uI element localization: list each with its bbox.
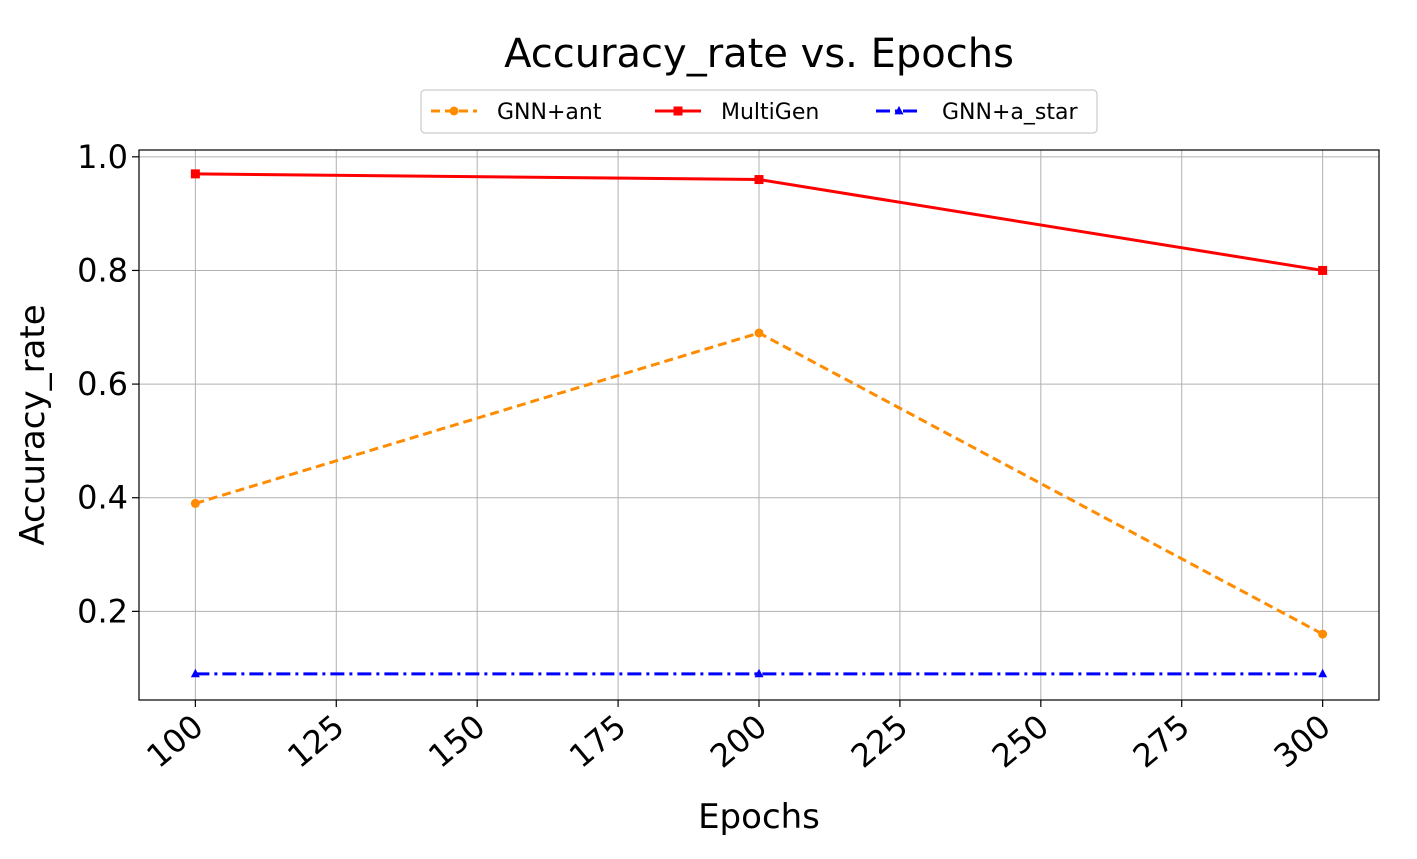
legend-marker xyxy=(894,105,904,115)
x-tick-label: 100 xyxy=(139,707,210,775)
data-point xyxy=(1318,668,1328,678)
data-point xyxy=(190,498,200,508)
x-tick-label: 225 xyxy=(844,707,915,775)
data-point xyxy=(190,169,200,179)
series-GNN+ant xyxy=(190,328,1328,639)
y-tick-label: 0.6 xyxy=(77,365,128,403)
x-tick-label: 300 xyxy=(1267,707,1338,775)
legend-frame xyxy=(420,89,1098,134)
y-tick-label: 0.8 xyxy=(77,251,128,289)
data-point xyxy=(190,668,200,678)
legend: GNN+ant MultiGen GNN+a_star xyxy=(420,89,1098,134)
data-point xyxy=(1318,629,1328,639)
x-tick-label: 150 xyxy=(421,707,492,775)
legend-entry: GNN+a_star xyxy=(876,100,1078,125)
data-point xyxy=(754,175,764,185)
series-GNN+a_star xyxy=(190,668,1328,678)
data-point xyxy=(754,328,764,338)
legend-marker xyxy=(673,106,683,116)
legend-label: GNN+ant xyxy=(497,100,602,125)
y-tick-label: 0.2 xyxy=(77,592,128,630)
y-tick-label: 0.4 xyxy=(77,479,128,517)
y-axis-label: Accuracy_rate xyxy=(13,304,53,545)
chart-title: Accuracy_rate vs. Epochs xyxy=(504,31,1014,77)
x-tick-label: 250 xyxy=(985,707,1056,775)
legend-label: MultiGen xyxy=(721,100,819,125)
legend-entry: MultiGen xyxy=(655,100,819,125)
legend-marker xyxy=(449,106,459,116)
x-tick-label: 275 xyxy=(1126,707,1197,775)
series-MultiGen xyxy=(190,169,1328,275)
x-tick-label: 175 xyxy=(562,707,633,775)
data-point xyxy=(754,668,764,678)
y-axis-ticks: 0.2 0.4 0.6 0.8 1.0 xyxy=(77,138,139,630)
x-tick-label: 125 xyxy=(280,707,351,775)
legend-label: GNN+a_star xyxy=(942,100,1078,125)
x-axis-label: Epochs xyxy=(698,797,820,837)
data-point xyxy=(1318,265,1328,275)
legend-entry: GNN+ant xyxy=(431,100,602,125)
y-tick-label: 1.0 xyxy=(77,138,128,176)
series-layer xyxy=(190,169,1328,678)
grid xyxy=(139,150,1379,700)
x-tick-label: 200 xyxy=(703,707,774,775)
x-axis-ticks: 100 125 150 175 200 225 250 275 300 xyxy=(139,700,1338,775)
